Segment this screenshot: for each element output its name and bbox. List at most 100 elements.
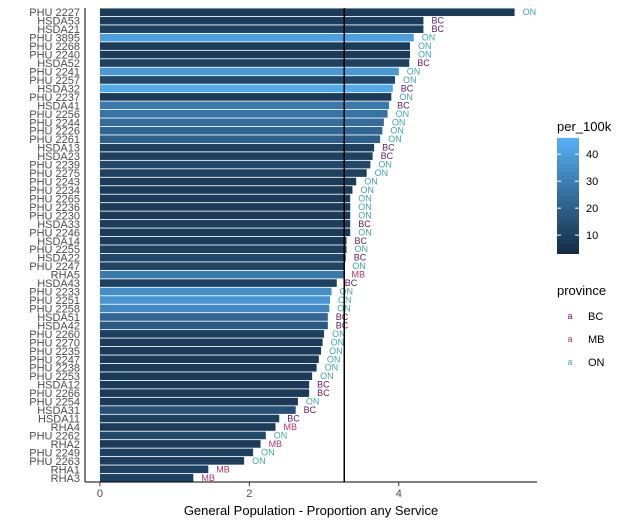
province-key-glyph: a bbox=[567, 357, 572, 367]
bars-group bbox=[99, 8, 515, 482]
province-label: ON bbox=[403, 75, 417, 85]
province-key-glyph: a bbox=[567, 311, 572, 321]
y-tick-label: PHU 2236 bbox=[29, 202, 80, 214]
bar bbox=[99, 287, 332, 296]
province-legend-label: ON bbox=[588, 357, 605, 369]
province-label: ON bbox=[523, 7, 537, 17]
bar bbox=[99, 236, 347, 245]
x-axis-ticks: 0 2 4 bbox=[97, 482, 402, 500]
bar bbox=[99, 203, 351, 211]
bar bbox=[99, 160, 371, 169]
province-label: ON bbox=[329, 346, 343, 356]
bar bbox=[99, 16, 424, 25]
province-label: ON bbox=[418, 41, 432, 51]
bar bbox=[99, 177, 357, 186]
bar bbox=[99, 372, 313, 381]
y-tick-label: RHA5 bbox=[51, 270, 80, 282]
x-tick-label: 0 bbox=[97, 488, 103, 500]
y-tick-label: PHU 2261 bbox=[29, 134, 80, 146]
province-label: ON bbox=[274, 430, 288, 440]
y-tick-label: PHU 3895 bbox=[29, 33, 80, 45]
bar bbox=[99, 135, 381, 144]
province-legend-title: province bbox=[557, 283, 606, 298]
bar bbox=[99, 262, 345, 270]
province-label: ON bbox=[358, 210, 372, 220]
y-tick-label: RHA1 bbox=[51, 464, 80, 476]
color-tick-label: 30 bbox=[586, 176, 598, 188]
province-label: BC bbox=[381, 151, 394, 161]
y-tick-label: PHU 2262 bbox=[29, 430, 80, 442]
province-label: MB bbox=[201, 473, 215, 483]
y-tick-label: PHU 2244 bbox=[29, 117, 80, 129]
province-label: BC bbox=[317, 380, 330, 390]
province-label: BC bbox=[431, 16, 444, 26]
province-label: BC bbox=[401, 83, 414, 93]
province-label: ON bbox=[378, 160, 392, 170]
bar bbox=[99, 423, 276, 431]
province-label: BC bbox=[354, 236, 367, 246]
bar bbox=[99, 473, 194, 482]
bar bbox=[99, 220, 351, 228]
bar bbox=[99, 431, 266, 440]
bar bbox=[99, 279, 337, 287]
y-tick-label: HSDA14 bbox=[37, 236, 80, 248]
province-label: ON bbox=[331, 337, 345, 347]
y-tick-label: PHU 2246 bbox=[29, 227, 80, 239]
y-tick-label: PHU 2247 bbox=[29, 261, 80, 273]
province-label: BC bbox=[336, 320, 349, 330]
y-tick-label: PHU 2258 bbox=[29, 303, 80, 315]
y-tick-label: PHU 2265 bbox=[29, 193, 80, 205]
province-label: BC bbox=[304, 405, 317, 415]
y-tick-label: HSDA51 bbox=[37, 312, 80, 324]
bar bbox=[99, 84, 393, 93]
y-tick-label: PHU 2257 bbox=[29, 75, 80, 87]
province-labels: ONBCBCONONONBCONONBCONBCONONONONBCBCONON… bbox=[201, 7, 536, 483]
bar bbox=[99, 42, 410, 50]
bar bbox=[99, 346, 322, 355]
bar bbox=[99, 406, 296, 414]
bar bbox=[99, 25, 424, 33]
province-label: BC bbox=[397, 100, 410, 110]
y-tick-label: PHU 2253 bbox=[29, 371, 80, 383]
y-tick-label: PHU 2256 bbox=[29, 109, 80, 121]
province-label: ON bbox=[364, 177, 378, 187]
y-tick-label: RHA4 bbox=[51, 422, 80, 434]
province-key-glyph: a bbox=[567, 334, 572, 344]
y-tick-label: HSDA31 bbox=[37, 405, 80, 417]
bar bbox=[99, 338, 323, 347]
bar bbox=[99, 270, 344, 279]
province-label: ON bbox=[306, 397, 320, 407]
y-tick-label: HSDA52 bbox=[37, 58, 80, 70]
province-label: ON bbox=[358, 193, 372, 203]
bar bbox=[99, 414, 280, 423]
bar bbox=[99, 465, 209, 474]
province-label: ON bbox=[392, 117, 406, 127]
province-label: ON bbox=[418, 50, 432, 60]
province-label: ON bbox=[422, 33, 436, 43]
province-legend: province a BC a MB a ON bbox=[557, 283, 606, 369]
bar bbox=[99, 457, 245, 465]
bar bbox=[99, 67, 399, 76]
bar bbox=[99, 8, 515, 17]
bar bbox=[99, 448, 254, 457]
bar bbox=[99, 380, 310, 389]
y-tick-label: PHU 2239 bbox=[29, 160, 80, 172]
province-label: ON bbox=[352, 261, 366, 271]
bar bbox=[99, 59, 410, 67]
bar bbox=[99, 397, 298, 406]
bar bbox=[99, 143, 375, 152]
province-label: BC bbox=[417, 58, 430, 68]
y-tick-label: HSDA12 bbox=[37, 380, 80, 392]
y-tick-label: HSDA22 bbox=[37, 253, 80, 265]
y-tick-label: PHU 2227 bbox=[29, 7, 80, 19]
province-label: MB bbox=[284, 422, 298, 432]
bar bbox=[99, 76, 396, 84]
province-label: BC bbox=[382, 143, 395, 153]
y-tick-label: PHU 2254 bbox=[29, 397, 80, 409]
province-label: ON bbox=[325, 363, 339, 373]
province-label: ON bbox=[375, 168, 389, 178]
color-legend: per_100k 10 20 30 40 bbox=[557, 119, 612, 254]
y-tick-label: HSDA13 bbox=[37, 143, 80, 155]
y-tick-label: PHU 2237 bbox=[29, 92, 80, 104]
bar bbox=[99, 194, 351, 203]
